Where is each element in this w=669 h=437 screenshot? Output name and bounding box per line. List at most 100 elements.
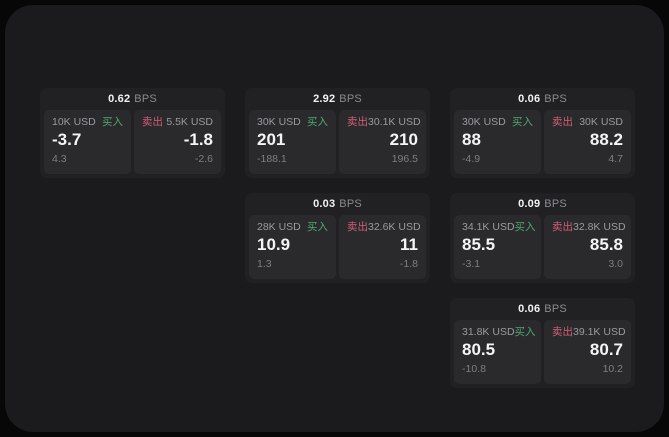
buy-delta: -3.1 (462, 258, 481, 270)
spread-bps-value: 0.62 (108, 93, 131, 105)
buy-tag: 买入 (307, 116, 328, 128)
sell-notional: 30.1K USD (368, 116, 421, 128)
sell-notional: 30K USD (579, 116, 623, 128)
buy-tile-top-row: 10K USD 买入 (52, 116, 123, 129)
sell-tile[interactable]: 卖出 30.1K USD 210 196.5 (339, 110, 426, 174)
sell-tile-top-row: 卖出 39.1K USD (552, 326, 626, 339)
quote-body: 30K USD 买入 201 -188.1 卖出 30.1K USD 210 1… (245, 110, 430, 178)
sell-notional: 32.8K USD (573, 221, 626, 233)
buy-tag: 买入 (512, 116, 533, 128)
quotes-grid: 0.62 BPS 10K USD 买入 -3.7 4.3 卖出 5.5K USD… (40, 88, 635, 388)
quote-card: 0.06 BPS 30K USD 买入 88 -4.9 卖出 30K USD 8… (450, 88, 635, 178)
sell-price: 80.7 (589, 340, 623, 359)
buy-tile[interactable]: 31.8K USD 买入 80.5 -10.8 (454, 320, 541, 384)
buy-delta: -10.8 (462, 363, 486, 375)
buy-delta: 1.3 (257, 258, 272, 270)
buy-price: 10.9 (257, 235, 291, 254)
spread-header: 0.06 BPS (450, 298, 635, 320)
sell-tile[interactable]: 卖出 5.5K USD -1.8 -2.6 (134, 110, 221, 174)
buy-price: 85.5 (462, 235, 496, 254)
buy-tag: 买入 (514, 326, 536, 338)
sell-delta: 196.5 (391, 153, 418, 165)
bps-unit-label: BPS (544, 198, 567, 210)
spread-bps-value: 0.09 (518, 198, 541, 210)
spread-bps-value: 0.03 (313, 198, 336, 210)
sell-tile-top-row: 卖出 30K USD (552, 116, 623, 129)
buy-delta: -4.9 (462, 153, 481, 165)
buy-tile-top-row: 34.1K USD 买入 (462, 221, 536, 234)
sell-tile-top-row: 卖出 32.6K USD (347, 221, 421, 234)
sell-delta: 4.7 (608, 153, 623, 165)
sell-tag: 卖出 (552, 116, 573, 128)
buy-tile[interactable]: 30K USD 买入 201 -188.1 (249, 110, 336, 174)
buy-tag: 买入 (102, 116, 123, 128)
sell-notional: 39.1K USD (573, 326, 626, 338)
sell-tag: 卖出 (347, 221, 368, 233)
buy-tile[interactable]: 28K USD 买入 10.9 1.3 (249, 215, 336, 279)
spread-header: 0.03 BPS (245, 193, 430, 215)
sell-tag: 卖出 (142, 116, 163, 128)
quote-body: 31.8K USD 买入 80.5 -10.8 卖出 39.1K USD 80.… (450, 320, 635, 388)
sell-delta: -1.8 (399, 258, 418, 270)
bps-unit-label: BPS (544, 303, 567, 315)
sell-notional: 32.6K USD (368, 221, 421, 233)
buy-tile-top-row: 31.8K USD 买入 (462, 326, 536, 339)
sell-price: 11 (400, 235, 418, 254)
quote-body: 28K USD 买入 10.9 1.3 卖出 32.6K USD 11 -1.8 (245, 215, 430, 283)
buy-notional: 31.8K USD (462, 326, 515, 338)
sell-price: 88.2 (589, 130, 623, 149)
sell-delta: 3.0 (608, 258, 623, 270)
spread-bps-value: 0.06 (518, 303, 541, 315)
buy-notional: 28K USD (257, 221, 301, 233)
sell-price: 210 (389, 130, 418, 149)
buy-price: 88 (462, 130, 481, 149)
buy-delta: 4.3 (52, 153, 67, 165)
sell-tag: 卖出 (347, 116, 368, 128)
buy-tag: 买入 (307, 221, 328, 233)
buy-tile[interactable]: 34.1K USD 买入 85.5 -3.1 (454, 215, 541, 279)
sell-delta: 10.2 (602, 363, 623, 375)
quote-body: 30K USD 买入 88 -4.9 卖出 30K USD 88.2 4.7 (450, 110, 635, 178)
sell-tag: 卖出 (552, 221, 573, 233)
spread-header: 2.92 BPS (245, 88, 430, 110)
app-panel: 0.62 BPS 10K USD 买入 -3.7 4.3 卖出 5.5K USD… (5, 5, 664, 432)
buy-notional: 30K USD (257, 116, 301, 128)
bps-unit-label: BPS (544, 93, 567, 105)
sell-tile[interactable]: 卖出 30K USD 88.2 4.7 (544, 110, 631, 174)
quote-body: 10K USD 买入 -3.7 4.3 卖出 5.5K USD -1.8 -2.… (40, 110, 225, 178)
sell-price: 85.8 (589, 235, 623, 254)
sell-price: -1.8 (183, 130, 213, 149)
buy-price: 201 (257, 130, 286, 149)
buy-notional: 30K USD (462, 116, 506, 128)
quote-card: 2.92 BPS 30K USD 买入 201 -188.1 卖出 30.1K … (245, 88, 430, 178)
buy-notional: 34.1K USD (462, 221, 515, 233)
quote-card: 0.09 BPS 34.1K USD 买入 85.5 -3.1 卖出 32.8K… (450, 193, 635, 283)
spread-bps-value: 0.06 (518, 93, 541, 105)
spread-header: 0.09 BPS (450, 193, 635, 215)
buy-notional: 10K USD (52, 116, 96, 128)
buy-tile[interactable]: 30K USD 买入 88 -4.9 (454, 110, 541, 174)
quote-card: 0.03 BPS 28K USD 买入 10.9 1.3 卖出 32.6K US… (245, 193, 430, 283)
sell-tile-top-row: 卖出 32.8K USD (552, 221, 626, 234)
sell-tile[interactable]: 卖出 39.1K USD 80.7 10.2 (544, 320, 631, 384)
quote-card: 0.06 BPS 31.8K USD 买入 80.5 -10.8 卖出 39.1… (450, 298, 635, 388)
buy-tile-top-row: 28K USD 买入 (257, 221, 328, 234)
sell-delta: -2.6 (194, 153, 213, 165)
sell-tile[interactable]: 卖出 32.6K USD 11 -1.8 (339, 215, 426, 279)
bps-unit-label: BPS (339, 198, 362, 210)
buy-tag: 买入 (514, 221, 536, 233)
bps-unit-label: BPS (339, 93, 362, 105)
spread-header: 0.06 BPS (450, 88, 635, 110)
spread-bps-value: 2.92 (313, 93, 336, 105)
quote-body: 34.1K USD 买入 85.5 -3.1 卖出 32.8K USD 85.8… (450, 215, 635, 283)
sell-tag: 卖出 (552, 326, 573, 338)
buy-price: -3.7 (52, 130, 82, 149)
sell-notional: 5.5K USD (166, 116, 213, 128)
sell-tile-top-row: 卖出 30.1K USD (347, 116, 421, 129)
sell-tile-top-row: 卖出 5.5K USD (142, 116, 213, 129)
buy-tile-top-row: 30K USD 买入 (462, 116, 533, 129)
sell-tile[interactable]: 卖出 32.8K USD 85.8 3.0 (544, 215, 631, 279)
buy-price: 80.5 (462, 340, 496, 359)
buy-tile-top-row: 30K USD 买入 (257, 116, 328, 129)
buy-tile[interactable]: 10K USD 买入 -3.7 4.3 (44, 110, 131, 174)
